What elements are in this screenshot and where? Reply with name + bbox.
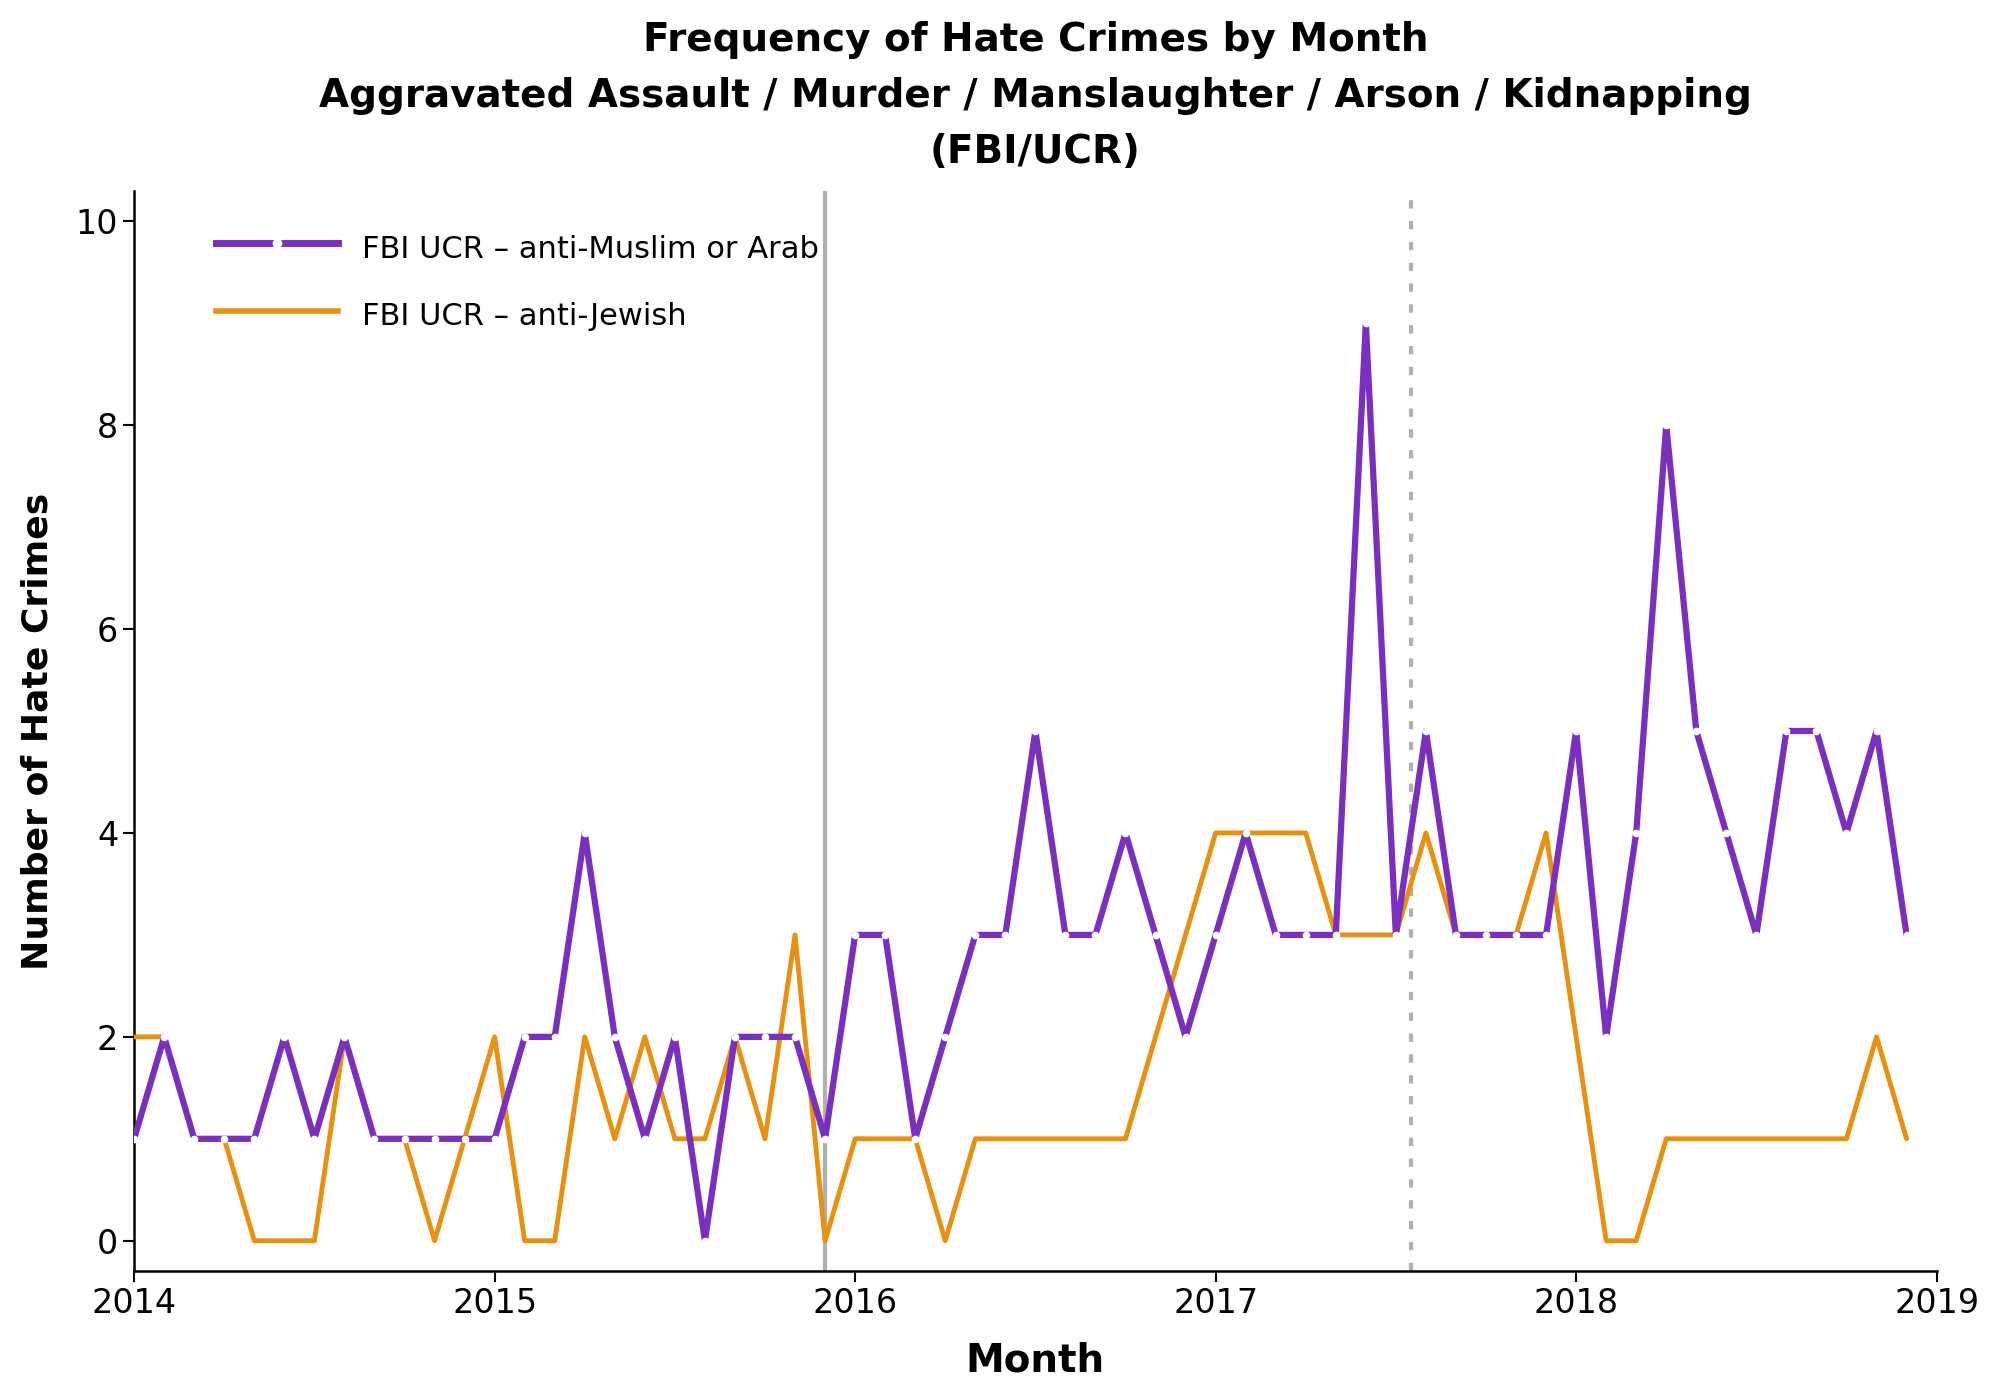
Title: Frequency of Hate Crimes by Month
Aggravated Assault / Murder / Manslaughter / A: Frequency of Hate Crimes by Month Aggrav… (318, 21, 1752, 171)
Y-axis label: Number of Hate Crimes: Number of Hate Crimes (20, 493, 54, 970)
X-axis label: Month: Month (966, 1341, 1104, 1379)
Legend: FBI UCR – anti-Muslim or Arab, FBI UCR – anti-Jewish: FBI UCR – anti-Muslim or Arab, FBI UCR –… (204, 217, 832, 346)
